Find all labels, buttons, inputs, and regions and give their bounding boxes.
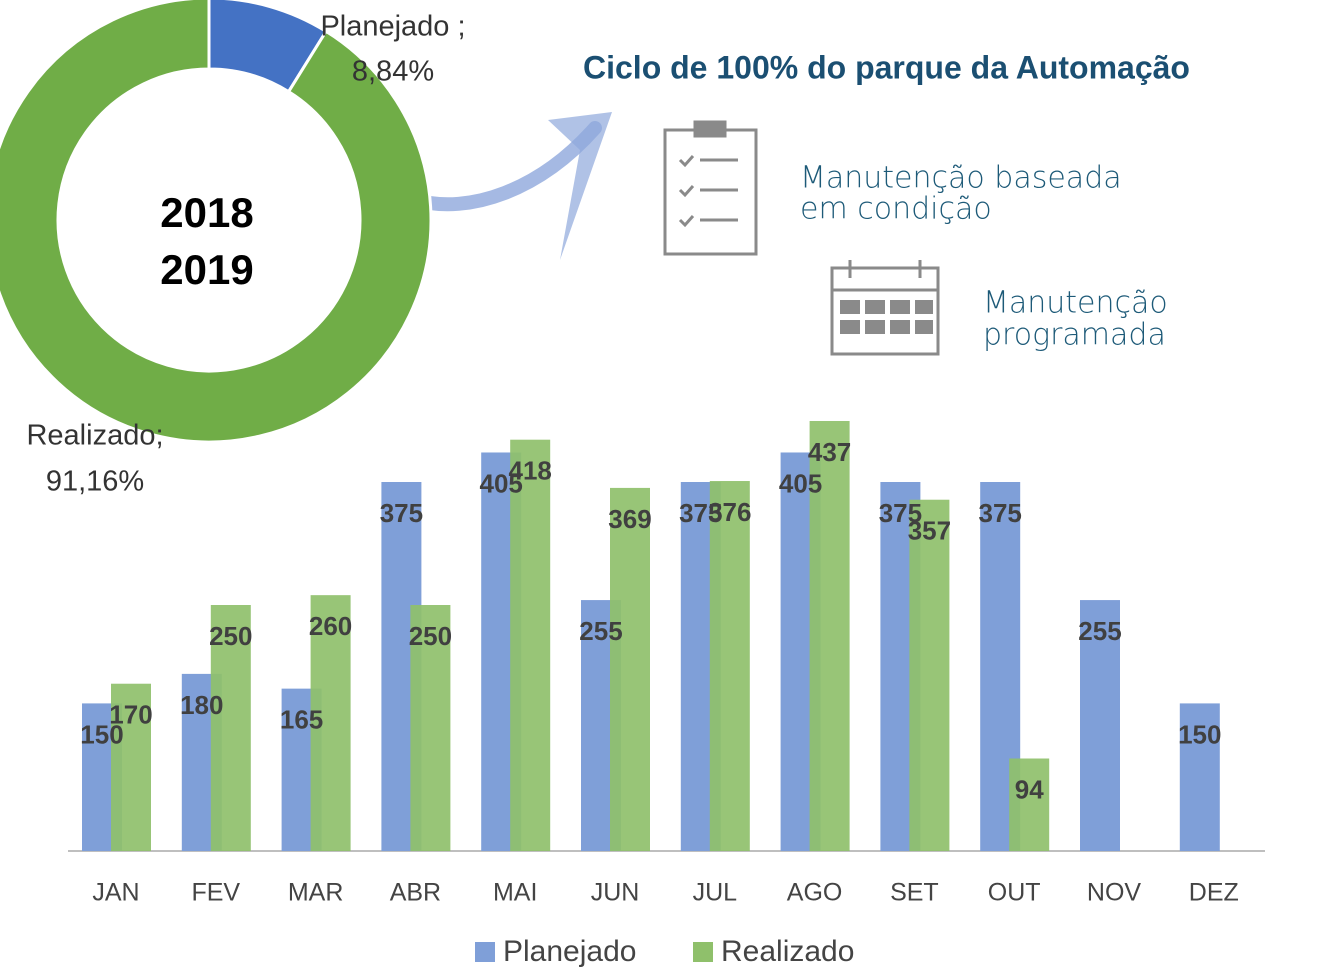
bar [210,605,251,851]
bar [1179,703,1220,851]
data-label: 375 [679,498,722,528]
arrow-head [548,112,612,260]
data-label: 375 [879,498,922,528]
center-text: 2018 [160,189,253,236]
legend-label: Planejado [503,935,636,968]
data-label: 357 [908,516,951,546]
bar [809,420,850,851]
clipboard-icon [663,120,758,256]
item-text: Manutenção baseada [800,161,1122,196]
x-tick-label: ABR [390,879,441,907]
data-label: 250 [209,621,252,651]
x-tick-label: JUL [693,879,738,907]
slice-value-label: 8,84% [352,56,434,88]
legend-swatch [475,942,495,962]
data-label: 255 [579,616,622,646]
calendar-icon [830,260,940,356]
x-tick-label: FEV [191,879,240,907]
bar [1009,758,1050,851]
bar [709,481,750,851]
bar [909,499,950,851]
data-label: 165 [280,705,323,735]
legend-swatch [693,942,713,962]
data-label: 260 [309,611,352,641]
data-label: 369 [608,504,651,534]
data-label: 250 [409,621,452,651]
bar [610,487,650,851]
data-label: 150 [1178,719,1221,749]
x-tick-label: MAI [493,879,537,907]
x-tick-label: DEZ [1189,879,1239,907]
bar [1080,600,1120,851]
data-label: 170 [109,700,152,730]
data-label: 375 [979,498,1022,528]
item-text: programada [983,318,1166,353]
bar [310,595,351,851]
data-label: 255 [1078,616,1121,646]
slice-label: Realizado; [26,420,163,452]
data-label: 180 [180,690,223,720]
slice-value-label: 91,16% [46,466,144,498]
data-label: 405 [779,468,822,498]
data-label: 405 [480,468,523,498]
item-text: Manutenção [983,286,1168,321]
data-label: 437 [808,437,851,467]
x-tick-label: SET [890,879,939,907]
data-label: 150 [80,719,123,749]
x-tick-label: MAR [288,879,344,907]
bar [111,683,151,851]
data-label: 375 [380,498,423,528]
x-tick-label: JAN [92,879,139,907]
item-text: em condição [800,192,992,227]
data-label: 94 [1015,774,1044,804]
bar [410,605,451,851]
x-tick-label: NOV [1087,879,1142,907]
legend-label: Realizado [721,935,854,968]
data-label: 376 [708,497,751,527]
center-text: 2019 [160,246,253,293]
slice-label: Planejado ; [320,11,465,43]
donut-slice [0,0,433,444]
title: Ciclo de 100% do parque da Automação [583,49,1190,85]
data-label: 418 [509,456,552,486]
x-tick-label: OUT [988,879,1041,907]
x-tick-label: AGO [787,879,843,907]
arrow [408,121,602,212]
bar [510,439,551,851]
x-tick-label: JUN [591,879,640,907]
